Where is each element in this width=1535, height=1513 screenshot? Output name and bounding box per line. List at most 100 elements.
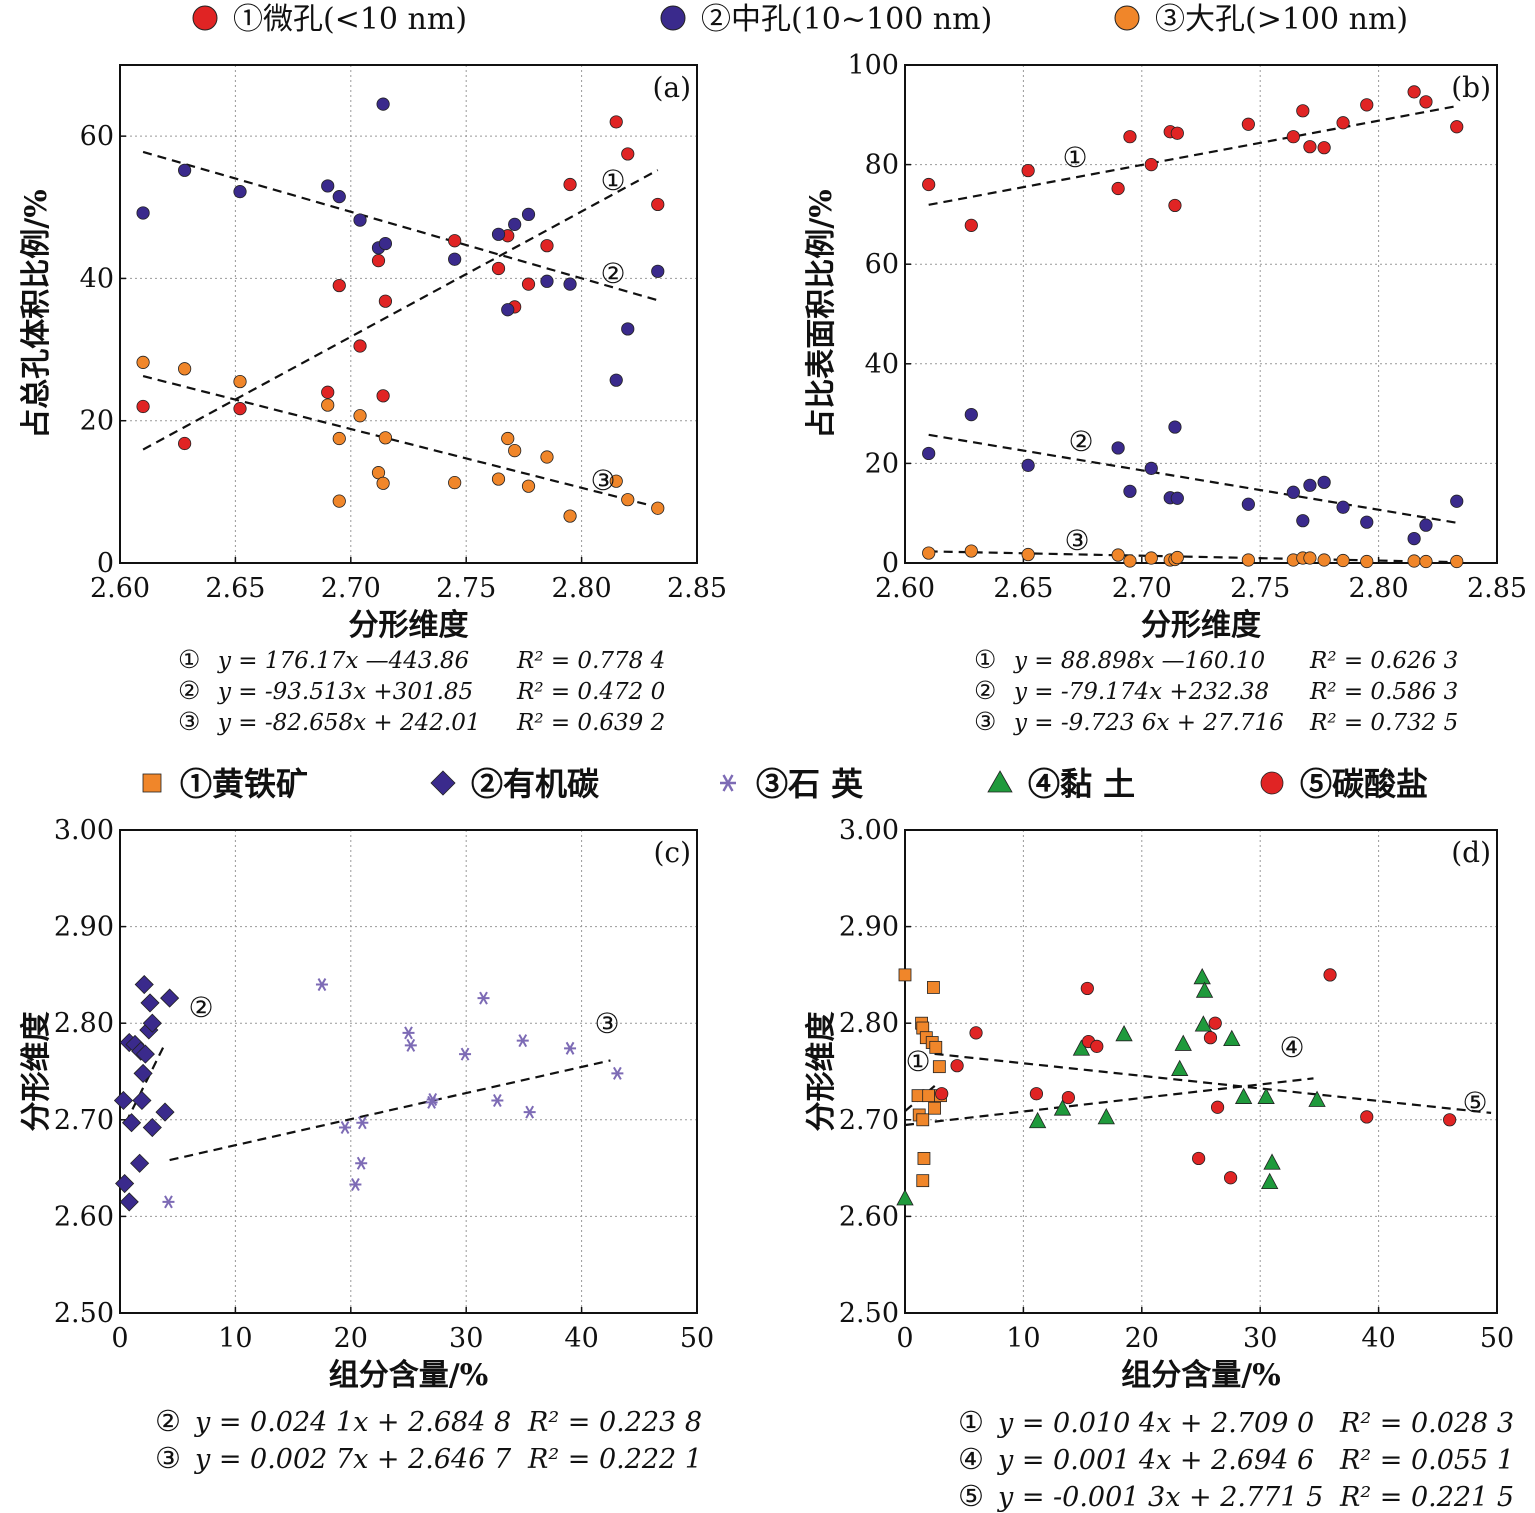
data-point: [1111, 441, 1125, 455]
data-point: [1241, 497, 1255, 511]
y-tick-label: 2.70: [839, 1105, 899, 1136]
data-point: [621, 147, 635, 161]
data-point: [1234, 1087, 1253, 1104]
x-tick-label: 2.75: [1230, 573, 1290, 604]
x-tick-label: 2.80: [552, 573, 612, 604]
x-tick-label: 10: [218, 1323, 252, 1354]
data-point: [1317, 141, 1331, 155]
y-axis-title: 占总孔体积比例/%: [19, 189, 54, 438]
legend-marker: [142, 773, 162, 793]
data-point: [121, 1113, 142, 1133]
y-tick-label: 2.60: [839, 1201, 899, 1232]
data-point: [1224, 1171, 1238, 1185]
trend-line: [928, 105, 1457, 206]
data-point: [321, 398, 335, 412]
x-axis-title: 组分含量/%: [329, 1358, 488, 1393]
equation-r2: R² = 0.586 3: [1309, 679, 1458, 705]
data-point: [1323, 968, 1337, 982]
data-point: [136, 206, 150, 220]
data-point: [922, 1089, 936, 1103]
data-point: [233, 374, 247, 389]
equation-text: y = 0.024 1x + 2.684 8: [194, 1407, 511, 1438]
data-point: [332, 494, 346, 508]
data-point: [1029, 1087, 1044, 1101]
legend-label: ⑤碳酸盐: [1300, 765, 1428, 803]
equation-text: y = -93.513x +301.85: [217, 679, 473, 705]
legend-label: ③大孔(>100 nm): [1155, 2, 1408, 37]
x-tick-label: 0: [896, 1323, 913, 1354]
equation-text: y = 0.002 7x + 2.646 7: [194, 1444, 512, 1475]
data-point: [516, 1034, 529, 1048]
y-tick-label: 3.00: [839, 815, 899, 846]
data-point: [140, 993, 160, 1013]
y-tick-label: 2.90: [54, 912, 114, 943]
x-tick-label: 40: [1361, 1323, 1395, 1354]
equation-text: y = -82.658x + 242.01: [217, 710, 480, 736]
legend-pore-types: ①微孔(<10 nm) ②中孔(10~100 nm) ③大孔(>100 nm): [192, 2, 1408, 37]
y-tick-label: 80: [865, 150, 899, 181]
data-point: [1223, 1029, 1241, 1047]
y-tick-label: 2.70: [54, 1105, 114, 1136]
equation-id: ③: [974, 707, 996, 736]
data-point: [1111, 181, 1125, 196]
data-point: [1443, 1113, 1457, 1127]
equation-text: y = -0.001 3x + 2.771 5: [997, 1482, 1323, 1513]
data-point: [332, 190, 346, 204]
x-tick-label: 2.75: [436, 573, 496, 604]
data-point: [935, 1087, 949, 1101]
data-point: [521, 479, 536, 493]
x-tick-label: 2.85: [1467, 573, 1527, 604]
data-point: [130, 1153, 150, 1173]
data-point: [1296, 104, 1310, 118]
equation-id: ②: [155, 1404, 181, 1438]
equation-text: y = 176.17x —443.86: [217, 648, 469, 674]
data-point: [448, 252, 462, 266]
data-point: [609, 373, 623, 387]
data-point: [448, 476, 462, 490]
data-point: [1168, 420, 1182, 434]
x-tick-label: 20: [1125, 1323, 1159, 1354]
data-point: [160, 988, 180, 1008]
legend-label: ④黏 土: [1028, 765, 1135, 803]
trend-line: [928, 550, 1457, 564]
equation-id: ⑤: [958, 1479, 984, 1513]
data-point: [1195, 981, 1214, 998]
legend-marker: [660, 5, 686, 31]
equation-r2: R² = 0.221 5: [1339, 1482, 1514, 1513]
data-point: [178, 362, 192, 376]
data-point: [501, 431, 515, 446]
data-point: [1308, 1090, 1326, 1107]
trend-label: ③: [594, 1007, 619, 1040]
panel-tag: (d): [1451, 836, 1491, 869]
y-tick-label: 2.80: [54, 1008, 114, 1039]
y-tick-label: 2.80: [839, 1008, 899, 1039]
data-point: [611, 1066, 624, 1080]
data-point: [609, 474, 623, 488]
data-point: [1241, 117, 1255, 131]
data-point: [1111, 548, 1125, 562]
data-point: [1419, 518, 1433, 532]
y-tick-label: 60: [865, 249, 899, 280]
x-tick-label: 2.70: [1112, 573, 1172, 604]
data-point: [916, 1174, 930, 1188]
y-tick-label: 2.50: [54, 1298, 114, 1329]
equation-id: ③: [178, 707, 200, 736]
data-point: [378, 236, 393, 251]
equation-id: ③: [155, 1441, 181, 1475]
trend-line: [142, 375, 659, 509]
data-point: [1336, 553, 1350, 568]
plot-frame: [119, 829, 698, 1314]
data-point: [1241, 553, 1255, 567]
equation-id: ①: [974, 645, 996, 674]
chart-panel-a: 2.60 2.65 2.70 2.75 2.80 2.85 0 20 40 60 (a) 分形维度 占总…: [19, 64, 727, 736]
trend-label: ②: [188, 991, 213, 1024]
data-point: [136, 355, 150, 369]
trend-line: [169, 1059, 611, 1162]
plot-frame: [119, 64, 698, 564]
data-point: [426, 1093, 439, 1107]
trend-line: [904, 1077, 1314, 1127]
equation-text: y = -79.174x +232.38: [1013, 679, 1269, 705]
equation-text: y = -9.723 6x + 27.716: [1013, 710, 1284, 736]
x-tick-label: 30: [1243, 1323, 1277, 1354]
